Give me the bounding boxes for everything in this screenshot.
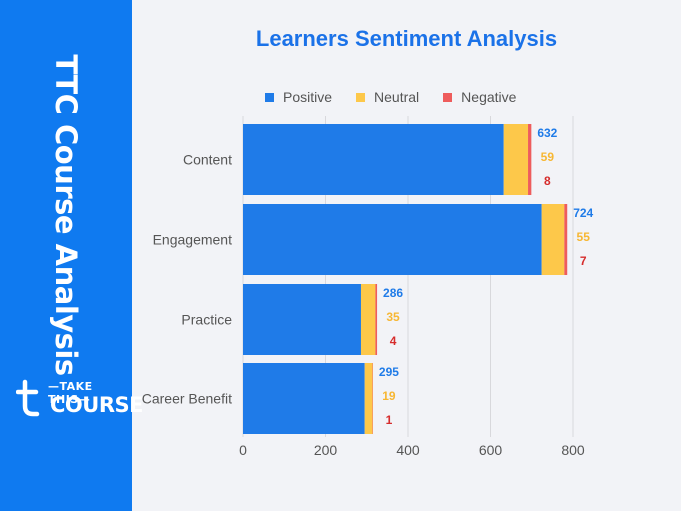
bar-negative	[528, 124, 532, 195]
legend-label-positive: Positive	[283, 89, 333, 105]
x-tick-label: 200	[314, 442, 338, 458]
legend-label-negative: Negative	[461, 89, 517, 105]
logo-text-top: —TAKE THIS—	[48, 380, 93, 406]
legend-item-neutral: Neutral	[356, 89, 419, 105]
y-category-label: Career Benefit	[142, 391, 232, 407]
bar-positive	[243, 363, 365, 434]
logo-text-bottom: COURSE	[50, 393, 143, 417]
y-category-label: Content	[183, 152, 232, 168]
data-label-positive: 724	[573, 206, 593, 220]
data-label-neutral: 55	[577, 230, 591, 244]
bar-negative	[375, 284, 378, 355]
data-label-negative: 4	[390, 334, 397, 348]
logo-t-icon	[16, 379, 40, 417]
bar-positive	[243, 204, 542, 275]
legend-swatch-positive	[265, 92, 274, 102]
sidebar: TTC Course Analysis —TAKE THIS— COURSE	[0, 0, 143, 511]
data-label-neutral: 19	[382, 389, 396, 403]
bar-neutral	[364, 363, 373, 434]
legend-swatch-neutral	[356, 92, 366, 102]
x-tick-label: 400	[396, 442, 420, 458]
legend: Positive Neutral Negative	[265, 89, 540, 105]
chart-title: Learners Sentiment Analysis	[255, 26, 558, 51]
y-category-label: Practice	[181, 312, 232, 328]
legend-item-positive: Positive	[265, 89, 332, 105]
bar-negative	[564, 204, 568, 275]
x-tick-label: 800	[561, 442, 585, 458]
data-label-negative: 8	[544, 174, 551, 188]
data-label-negative: 7	[580, 254, 587, 268]
x-tick-label: 600	[479, 442, 503, 458]
legend-label-neutral: Neutral	[374, 89, 420, 105]
legend-swatch-negative	[443, 92, 453, 102]
bar-positive	[243, 284, 361, 355]
bar-neutral	[503, 124, 529, 195]
bar-neutral	[360, 284, 376, 355]
bar-neutral	[541, 204, 565, 275]
data-label-neutral: 35	[386, 310, 400, 324]
data-label-positive: 632	[537, 126, 557, 140]
data-label-positive: 286	[383, 286, 403, 300]
legend-item-negative: Negative	[443, 89, 516, 105]
x-tick-label: 0	[239, 442, 247, 458]
data-label-negative: 1	[386, 413, 393, 427]
bar-positive	[243, 124, 504, 195]
y-category-label: Engagement	[153, 232, 233, 248]
data-label-neutral: 59	[541, 150, 555, 164]
take-this-course-logo: —TAKE THIS— COURSE	[16, 378, 143, 422]
data-label-positive: 295	[379, 365, 399, 379]
